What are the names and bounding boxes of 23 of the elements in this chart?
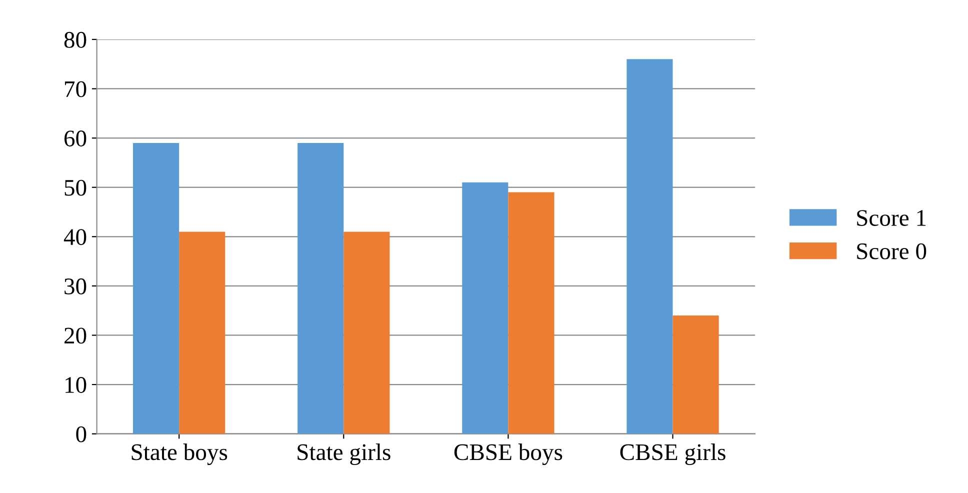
bar: [179, 232, 226, 434]
bar: [672, 316, 719, 434]
y-tick-label: 60: [64, 130, 86, 146]
bar: [298, 142, 344, 434]
y-tick-label: 50: [64, 180, 86, 196]
x-tick-label: State boys: [132, 444, 228, 466]
x-tick-label: CBSE boys: [454, 444, 562, 466]
y-tick-label: 0: [76, 426, 86, 442]
x-tick-label: CBSE girls: [620, 444, 726, 466]
y-tick-label: 20: [64, 328, 86, 344]
bar: [626, 59, 673, 434]
bar: [508, 192, 554, 434]
bar: [344, 232, 390, 434]
y-tick-label: 40: [64, 229, 86, 246]
legend-label: Score 1: [857, 210, 926, 226]
x-tick-label: State girls: [298, 444, 390, 466]
bar: [462, 182, 508, 434]
y-tick-label: 70: [65, 81, 86, 98]
y-tick-label: 80: [64, 32, 86, 48]
bar: [133, 142, 180, 434]
legend-label: Score 0: [857, 243, 926, 260]
y-tick-label: 30: [64, 278, 86, 294]
y-tick-label: 10: [66, 377, 86, 393]
